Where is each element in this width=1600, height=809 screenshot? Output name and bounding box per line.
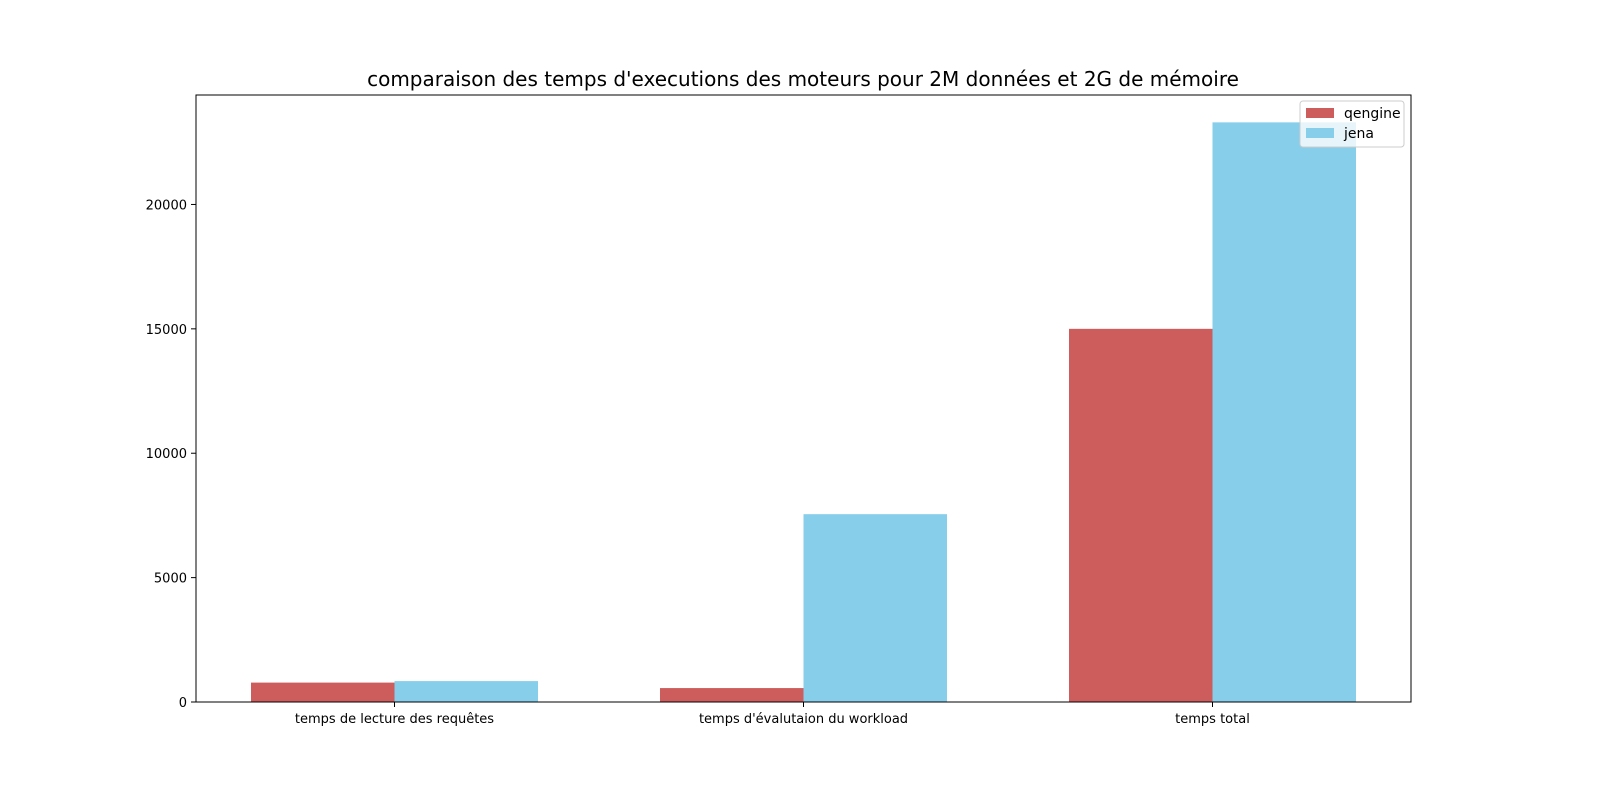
bar-jena-2 (803, 514, 947, 702)
y-tick-label: 10000 (146, 447, 187, 462)
legend-label-jena: jena (1343, 126, 1374, 142)
plot-area: 0 5000 10000 15000 20000 temps de lecture de… (146, 94, 1412, 727)
bar-jena-3 (1212, 122, 1356, 703)
bar-qengine-1 (251, 682, 395, 702)
legend: qengine jena (1299, 100, 1405, 148)
y-tick-label: 15000 (146, 323, 187, 338)
legend-swatch-jena (1306, 128, 1334, 138)
x-axis: temps de lecture des requêtes temps d'éva… (295, 702, 1250, 727)
bar-qengine-3 (1069, 328, 1213, 702)
bar-qengine-2 (660, 688, 804, 702)
legend-label-qengine: qengine (1344, 106, 1401, 122)
legend-swatch-qengine (1306, 108, 1334, 118)
x-tick-label: temps d'évalutaion du workload (699, 712, 908, 727)
bar-jena-1 (394, 681, 538, 702)
y-tick-label: 0 (179, 696, 187, 711)
x-tick-label: temps total (1175, 712, 1250, 727)
x-tick-label: temps de lecture des requêtes (295, 712, 494, 727)
y-tick-label: 5000 (154, 572, 187, 587)
chart-title: comparaison des temps d'executions des m… (367, 67, 1239, 91)
y-axis: 0 5000 10000 15000 20000 (146, 198, 196, 711)
y-tick-label: 20000 (146, 198, 187, 213)
bars-layer (251, 122, 1356, 703)
